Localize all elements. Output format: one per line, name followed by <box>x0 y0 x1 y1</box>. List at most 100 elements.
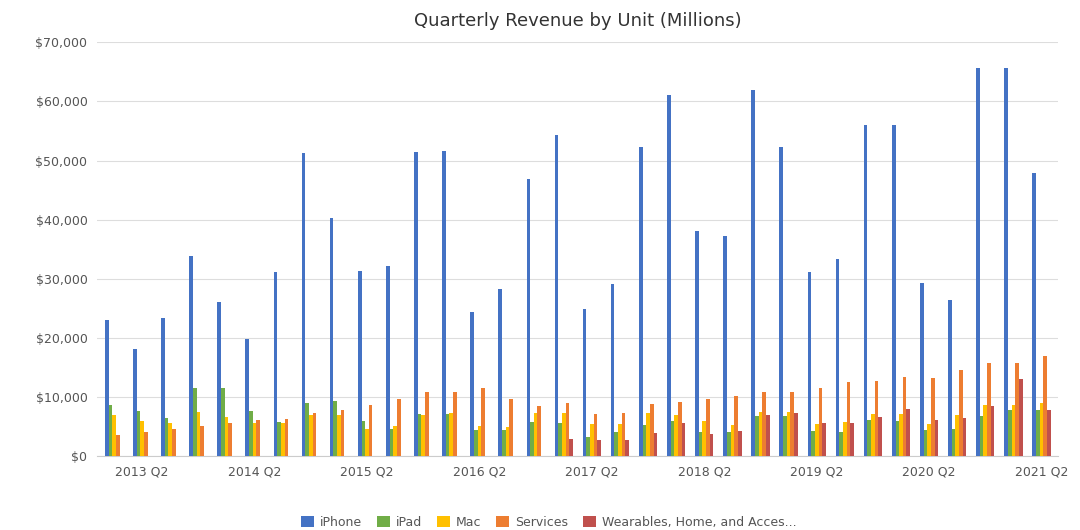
Bar <box>622 413 625 456</box>
Bar <box>678 402 681 456</box>
Bar <box>822 423 826 456</box>
Bar <box>562 413 566 456</box>
Bar <box>815 424 819 456</box>
Title: Quarterly Revenue by Unit (Millions): Quarterly Revenue by Unit (Millions) <box>414 12 742 30</box>
Bar <box>836 259 839 456</box>
Bar <box>454 392 457 456</box>
Bar <box>650 404 653 456</box>
Bar <box>168 422 172 456</box>
Bar <box>393 427 397 456</box>
Bar <box>646 413 650 456</box>
Bar <box>791 392 794 456</box>
Bar <box>133 349 137 456</box>
Bar <box>386 266 390 456</box>
Bar <box>340 410 345 456</box>
Bar <box>867 420 872 456</box>
Bar <box>390 429 393 456</box>
Bar <box>990 406 995 456</box>
Bar <box>109 404 112 456</box>
Bar <box>706 399 710 456</box>
Bar <box>653 433 658 456</box>
Bar <box>418 414 421 456</box>
Bar <box>558 423 562 456</box>
Bar <box>864 125 867 456</box>
Bar <box>962 418 967 456</box>
Bar <box>273 272 278 456</box>
Bar <box>527 179 530 456</box>
Bar <box>421 415 426 456</box>
Bar <box>306 403 309 456</box>
Bar <box>699 431 702 456</box>
Bar <box>734 396 738 456</box>
Bar <box>221 388 225 456</box>
Bar <box>1004 68 1008 456</box>
Bar <box>249 411 253 456</box>
Bar <box>780 147 783 456</box>
Bar <box>594 414 597 456</box>
Bar <box>727 431 730 456</box>
Bar <box>334 401 337 456</box>
Bar <box>301 153 306 456</box>
Bar <box>724 236 727 456</box>
Bar <box>783 416 786 456</box>
Bar <box>555 135 558 456</box>
Bar <box>730 425 734 456</box>
Bar <box>278 422 281 456</box>
Bar <box>987 363 990 456</box>
Bar <box>245 339 249 456</box>
Bar <box>337 415 340 456</box>
Bar <box>639 147 643 456</box>
Bar <box>931 378 934 456</box>
Bar <box>357 270 362 456</box>
Bar <box>956 415 959 456</box>
Bar <box>1036 410 1040 456</box>
Bar <box>875 381 878 456</box>
Bar <box>766 416 770 456</box>
Bar <box>681 423 686 456</box>
Bar <box>847 382 850 456</box>
Bar <box>165 418 168 456</box>
Bar <box>755 416 758 456</box>
Bar <box>895 421 900 456</box>
Bar <box>470 312 474 456</box>
Bar <box>667 95 671 456</box>
Bar <box>225 417 228 456</box>
Bar <box>116 435 120 456</box>
Bar <box>446 414 449 456</box>
Bar <box>477 426 482 456</box>
Bar <box>569 439 572 456</box>
Bar <box>618 425 622 456</box>
Bar <box>482 388 485 456</box>
Bar <box>228 423 232 456</box>
Bar <box>611 284 615 456</box>
Bar <box>762 392 766 456</box>
Bar <box>643 425 646 456</box>
Bar <box>892 125 895 456</box>
Bar <box>1018 379 1023 456</box>
Bar <box>505 427 510 456</box>
Bar <box>710 434 714 456</box>
Bar <box>253 423 256 456</box>
Bar <box>112 416 116 456</box>
Bar <box>397 400 401 456</box>
Bar <box>696 231 699 456</box>
Bar <box>474 430 477 456</box>
Bar <box>980 416 984 456</box>
Bar <box>923 430 928 456</box>
Bar <box>920 283 923 456</box>
Bar <box>808 272 811 456</box>
Bar <box>625 440 629 456</box>
Bar <box>281 423 284 456</box>
Bar <box>951 429 956 456</box>
Bar <box>839 432 843 456</box>
Bar <box>137 411 140 456</box>
Bar <box>105 320 109 456</box>
Bar <box>586 437 590 456</box>
Bar <box>426 392 429 456</box>
Bar <box>674 415 678 456</box>
Bar <box>538 405 541 456</box>
Bar <box>976 68 980 456</box>
Bar <box>959 370 962 456</box>
Bar <box>597 439 600 456</box>
Bar <box>217 302 221 456</box>
